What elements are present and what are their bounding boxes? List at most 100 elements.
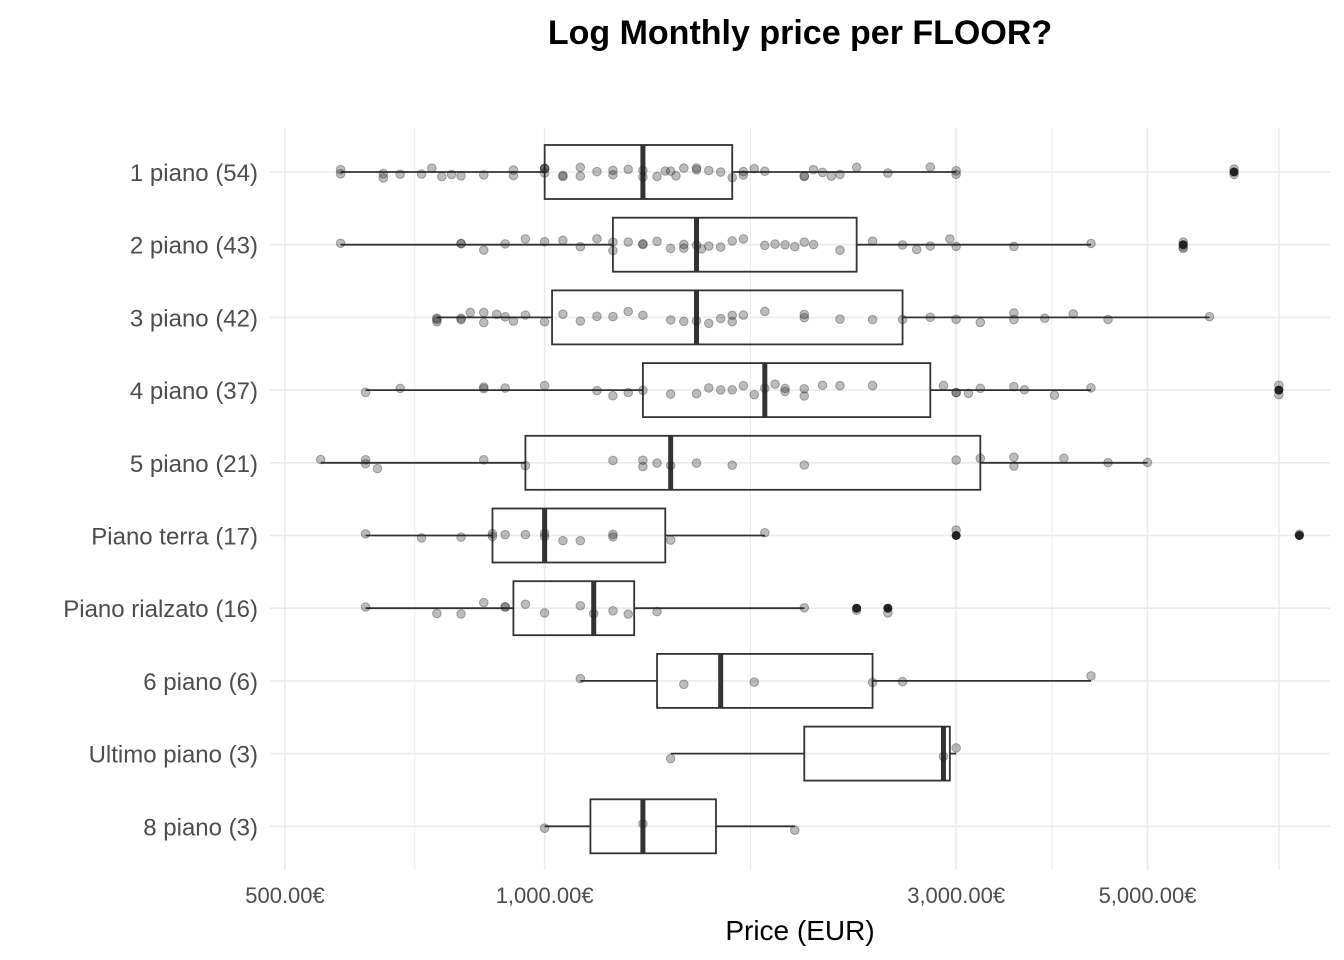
data-point [1178,242,1189,252]
data-point [446,169,457,180]
data-point [738,380,749,391]
data-point [1009,241,1019,252]
data-point [760,306,770,317]
data-point [608,455,618,466]
data-point [608,390,618,401]
data-point [715,242,726,252]
data-point [1204,311,1215,322]
data-point [691,163,702,173]
data-point [738,234,749,244]
data-point [508,170,519,181]
data-point [478,170,489,180]
data-point [608,169,618,180]
data-point [652,171,662,182]
data-point [799,171,810,181]
data-point [539,380,550,391]
data-point [500,602,510,612]
data-point [679,243,689,254]
data-point [703,383,714,393]
data-point [623,164,634,175]
data-point [558,170,568,181]
data-point [520,529,531,540]
data-point [487,531,498,542]
data-point [1019,384,1030,395]
data-point [1009,461,1019,471]
data-point [539,163,550,174]
y-category-label: Piano rialzato (16) [63,596,258,623]
data-point [760,166,770,177]
data-point [835,380,845,391]
data-point [799,171,810,182]
data-point [665,315,676,325]
data-point [703,241,714,251]
data-point [951,455,961,465]
y-category-label: 4 piano (37) [130,378,258,405]
data-point [608,606,618,616]
data-point [938,380,949,391]
data-point [465,307,476,318]
data-point [691,316,702,326]
chart-title: Log Monthly price per FLOOR? [547,14,1053,52]
data-point [760,527,770,538]
data-point [727,385,738,395]
data-point [938,751,949,762]
data-point [911,244,922,255]
data-point [749,677,760,687]
data-point [799,391,810,401]
data-point [665,753,676,764]
data-point [671,171,681,181]
data-point [638,818,648,829]
data-point [378,173,389,183]
data-point [867,314,878,325]
box [524,434,982,491]
data-point [789,825,800,835]
data-point [883,608,893,618]
data-point [703,165,714,176]
data-point [456,238,466,249]
data-point [539,528,550,539]
data-point [770,239,780,249]
data-point [437,171,447,182]
data-point [360,387,371,398]
data-point [770,379,780,389]
data-point [623,237,634,247]
data-point [558,535,568,546]
outlier-point [852,603,862,613]
data-point [1103,314,1113,325]
data-point [427,163,437,173]
y-category-label: Piano terra (17) [91,524,258,551]
data-point [1068,309,1078,319]
data-point [456,171,466,181]
box [656,653,874,709]
data-point [575,171,586,181]
data-point [539,316,550,327]
data-point [727,316,738,327]
data-point [925,162,936,172]
data-point [539,168,550,178]
data-point [416,169,427,179]
x-tick-label: 500.00€ [245,883,325,908]
data-point [1059,453,1069,464]
data-point [799,309,810,320]
data-point [951,387,961,398]
data-point [1086,238,1096,249]
data-point [456,313,466,324]
data-point [372,463,383,474]
data-point [539,236,550,247]
data-point [867,677,878,688]
data-point [608,165,618,176]
data-point [789,241,800,252]
data-point [835,245,845,255]
data-point [951,743,961,753]
data-point [727,310,738,321]
data-point [975,383,986,394]
box [589,798,717,855]
x-tick-label: 5,000.00€ [1099,883,1197,908]
data-point [1009,314,1019,325]
data-point [665,243,676,254]
data-point [500,383,510,393]
data-point [799,383,810,394]
data-point [963,388,974,399]
data-point [760,240,770,251]
data-point [679,679,689,690]
